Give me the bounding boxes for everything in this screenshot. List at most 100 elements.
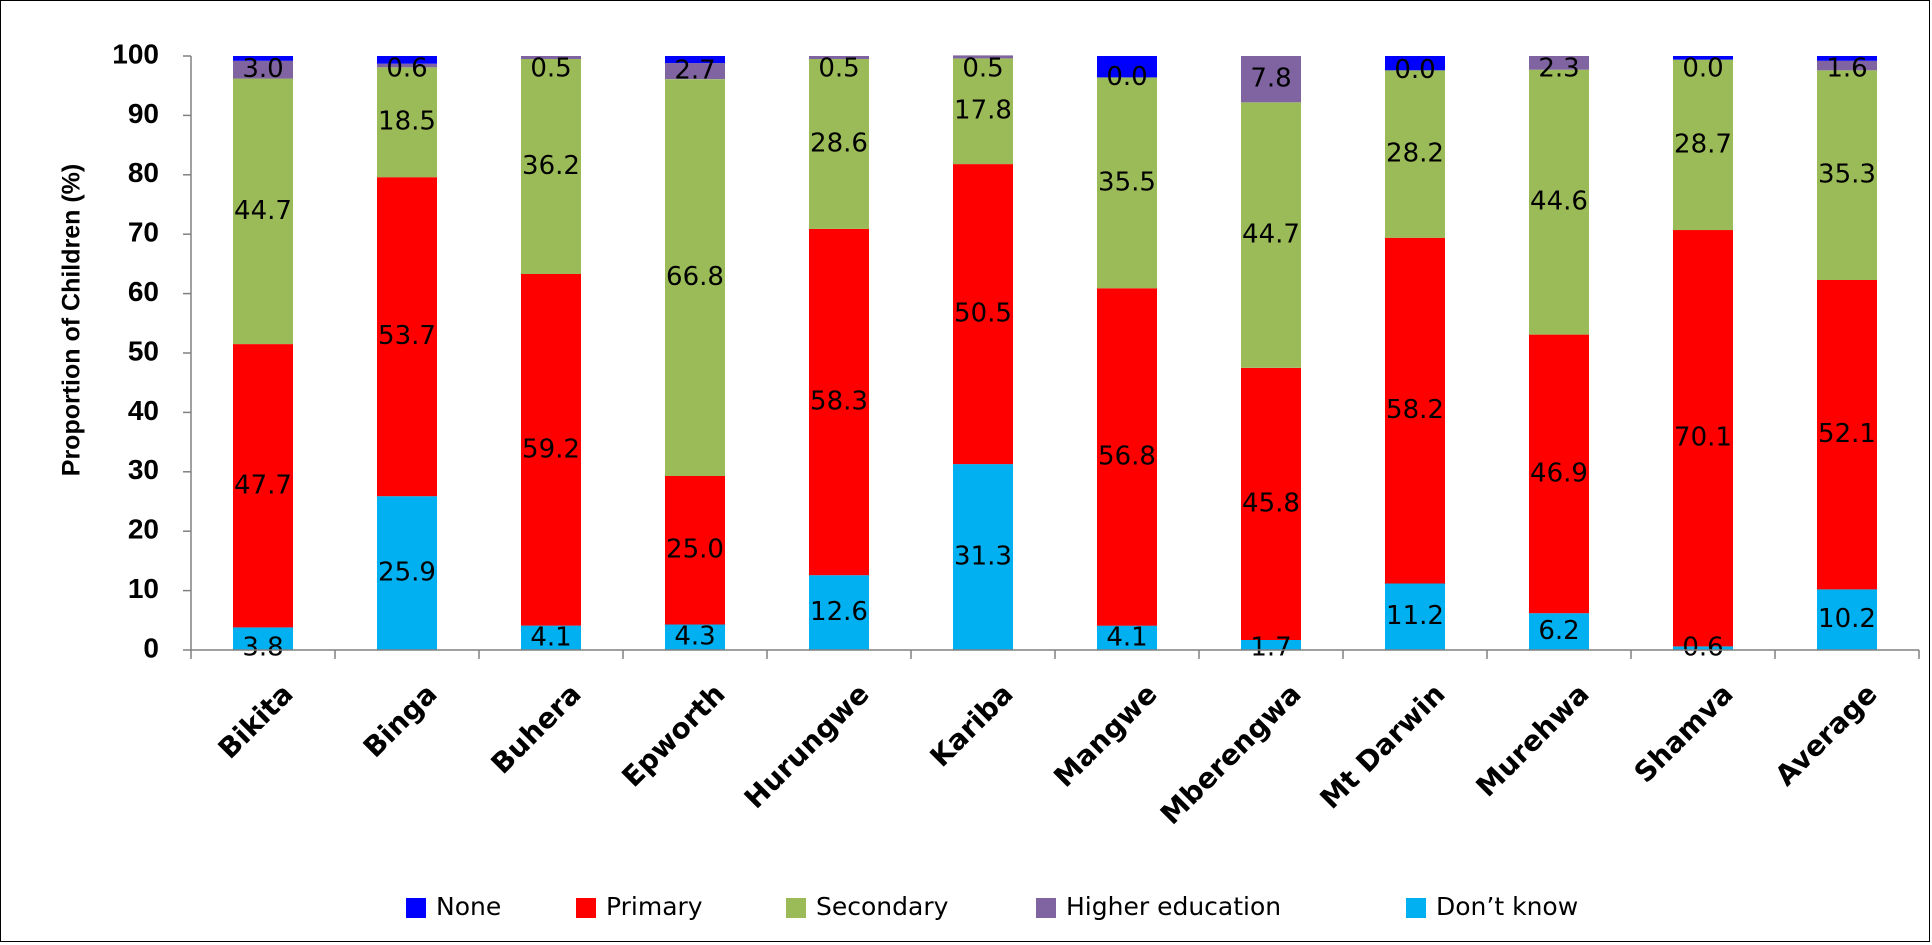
legend-label: Primary: [606, 892, 703, 921]
legend: None Primary Secondary Higher education Don’…: [406, 892, 1578, 921]
y-tick-label: 40: [128, 395, 159, 426]
legend-label: Don’t know: [1436, 892, 1578, 921]
bar-segment-don-t-know-mangwe: [1097, 625, 1157, 650]
x-category-label: Shamva: [1628, 677, 1740, 789]
bar-segment-secondary-shamva: [1673, 59, 1733, 231]
data-label: 28.6: [810, 128, 868, 158]
bar-segment-secondary-average: [1817, 70, 1877, 280]
plot-area: 3.8 47.7 44.7 3.0 25.9 53.7 18.5 0.6 4.1 59.2 36.2…: [112, 38, 1920, 831]
data-label: 25.9: [378, 558, 436, 588]
x-category-label: Binga: [357, 677, 444, 764]
legend-label: Higher education: [1066, 892, 1281, 921]
data-label: 0.5: [962, 54, 1003, 84]
bar-segment-don-t-know-mt-darwin: [1385, 583, 1445, 650]
bar-segment-secondary-binga: [377, 67, 437, 178]
x-category-label: Mt Darwin: [1313, 677, 1451, 815]
data-label: 28.2: [1386, 139, 1444, 169]
bar-segment-higher-education-murehwa: [1529, 56, 1589, 70]
bar-segment-secondary-murehwa: [1529, 69, 1589, 335]
y-tick-label: 60: [128, 276, 159, 307]
data-label: 58.3: [810, 387, 868, 417]
bar-segment-none-mangwe: [1097, 56, 1157, 78]
data-label: 3.8: [242, 633, 283, 663]
data-label: 44.7: [1242, 220, 1300, 250]
y-tick-label: 0: [143, 632, 159, 663]
bar-segment-secondary-hurungwe: [809, 59, 869, 229]
data-label: 3.0: [242, 54, 283, 84]
data-label: 0.5: [818, 54, 859, 84]
bar-segment-secondary-mt-darwin: [1385, 70, 1445, 238]
bar-segment-primary-mangwe: [1097, 288, 1157, 626]
legend-swatch-primary: [576, 898, 596, 918]
data-label: 0.6: [1682, 633, 1723, 663]
data-label: 52.1: [1818, 419, 1876, 449]
x-category-label: Epworth: [615, 677, 731, 793]
bar-segment-don-t-know-average: [1817, 589, 1877, 650]
bar-segment-primary-kariba: [953, 164, 1013, 465]
data-label: 4.1: [530, 622, 571, 652]
data-label: 36.2: [522, 151, 580, 181]
data-label: 58.2: [1386, 395, 1444, 425]
data-label: 35.3: [1818, 160, 1876, 190]
bar-segment-higher-education-average: [1817, 60, 1877, 71]
bar-segment-none-mt-darwin: [1385, 56, 1445, 71]
data-label: 59.2: [522, 434, 580, 464]
data-label: 2.3: [1538, 54, 1579, 84]
data-label: 44.6: [1530, 187, 1588, 217]
bar-segment-secondary-bikita: [233, 78, 293, 345]
data-label: 50.5: [954, 299, 1012, 329]
data-label: 56.8: [1098, 441, 1156, 471]
x-category-label: Hurungwe: [738, 677, 876, 815]
legend-label: None: [436, 892, 501, 921]
y-tick-label: 30: [128, 454, 159, 485]
x-category-label: Bikita: [212, 677, 300, 765]
data-label: 25.0: [666, 535, 724, 565]
bar-segment-don-t-know-murehwa: [1529, 613, 1589, 650]
bar-segment-don-t-know-binga: [377, 496, 437, 650]
bar-segment-none-shamva: [1673, 56, 1733, 60]
y-tick-label: 70: [128, 217, 159, 248]
bar-segment-don-t-know-mberengwa: [1241, 639, 1301, 650]
y-tick-label: 80: [128, 157, 159, 188]
y-tick-label: 90: [128, 98, 159, 129]
bar-segment-primary-hurungwe: [809, 228, 869, 576]
data-label: 1.7: [1250, 633, 1291, 663]
bar-segment-primary-average: [1817, 279, 1877, 590]
bar-segment-higher-education-hurungwe: [809, 56, 869, 59]
bar-segment-primary-shamva: [1673, 230, 1733, 647]
bar-segment-secondary-epworth: [665, 79, 725, 476]
data-label: 18.5: [378, 107, 436, 137]
legend-swatch-don-t-know: [1406, 898, 1426, 918]
bar-segment-secondary-buhera: [521, 59, 581, 274]
data-label: 2.7: [674, 56, 715, 86]
bar-segment-higher-education-kariba: [953, 55, 1013, 59]
data-label: 0.0: [1394, 55, 1435, 85]
data-label: 0.5: [530, 54, 571, 84]
bar-segment-none-average: [1817, 56, 1877, 61]
data-label: 35.5: [1098, 167, 1156, 197]
data-label: 53.7: [378, 321, 436, 351]
data-label: 4.3: [674, 622, 715, 652]
bar-segment-don-t-know-buhera: [521, 625, 581, 650]
x-category-label: Mangwe: [1047, 677, 1163, 793]
bar-segment-primary-epworth: [665, 476, 725, 625]
legend-swatch-secondary: [786, 898, 806, 918]
bar-segment-higher-education-epworth: [665, 63, 725, 80]
data-label: 0.0: [1682, 54, 1723, 84]
bar-segment-secondary-kariba: [953, 58, 1013, 165]
data-label: 7.8: [1250, 64, 1291, 94]
data-label: 31.3: [954, 542, 1012, 572]
data-label: 12.6: [810, 597, 868, 627]
x-category-label: Mberengwa: [1154, 677, 1308, 831]
data-label: 1.6: [1826, 54, 1867, 84]
bar-segment-none-binga: [377, 56, 437, 64]
bar-segment-don-t-know-shamva: [1673, 646, 1733, 650]
data-label: 47.7: [234, 470, 292, 500]
data-label: 10.2: [1818, 604, 1876, 634]
data-label: 6.2: [1538, 616, 1579, 646]
bar-segment-secondary-mangwe: [1097, 77, 1157, 289]
bar-segment-don-t-know-bikita: [233, 627, 293, 650]
bar-segment-primary-mberengwa: [1241, 367, 1301, 640]
bar-segment-don-t-know-epworth: [665, 624, 725, 650]
legend-swatch-none: [406, 898, 426, 918]
